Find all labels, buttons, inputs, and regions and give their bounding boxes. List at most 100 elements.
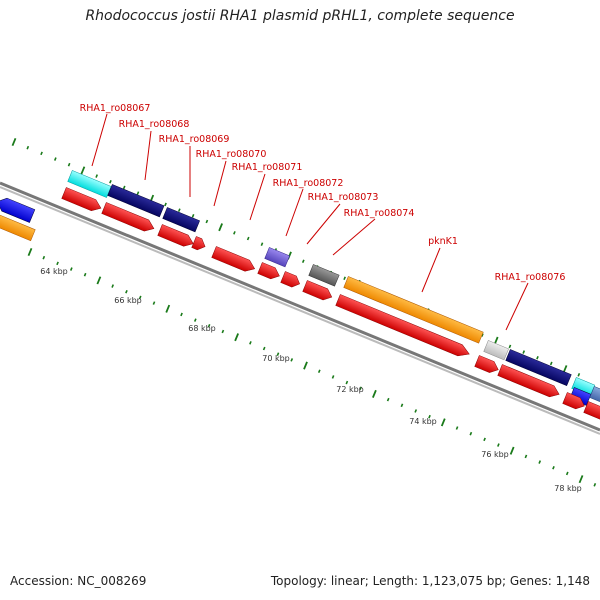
minor-tick xyxy=(67,162,71,167)
gene-orange-left[interactable] xyxy=(0,214,36,242)
gene-label[interactable]: RHA1_ro08071 xyxy=(232,162,303,173)
minor-tick xyxy=(122,185,126,190)
minor-tick xyxy=(180,312,183,317)
minor-tick xyxy=(428,414,431,419)
cds-arrow[interactable] xyxy=(474,355,501,375)
minor-tick xyxy=(483,437,486,442)
gene-label[interactable]: RHA1_ro08072 xyxy=(273,178,344,189)
gene-label[interactable]: RHA1_ro08076 xyxy=(495,272,566,283)
kbp-label: 74 kbp xyxy=(409,417,437,426)
cds-arrow[interactable] xyxy=(157,224,196,249)
minor-tick xyxy=(221,329,225,334)
cds-arrow[interactable] xyxy=(101,202,156,234)
gene-label[interactable]: RHA1_ro08070 xyxy=(196,149,267,160)
gene-labels: RHA1_ro08067 RHA1_ro08068 RHA1_ro08069 R… xyxy=(80,103,566,283)
major-tick xyxy=(96,276,102,285)
minor-tick xyxy=(152,301,156,305)
gene-label[interactable]: RHA1_ro08074 xyxy=(344,208,415,219)
minor-tick xyxy=(565,471,569,476)
minor-tick xyxy=(549,361,553,366)
kbp-labels: 64 kbp 66 kbp 68 kbp 70 kbp 72 kbp 74 kb… xyxy=(40,267,582,493)
gene-label[interactable]: RHA1_ro08068 xyxy=(119,119,190,130)
cds-arrow[interactable] xyxy=(280,271,302,289)
kbp-label: 70 kbp xyxy=(262,354,290,363)
cds-arrow[interactable] xyxy=(257,262,282,281)
gene-blue-left[interactable] xyxy=(0,195,36,223)
cds-arrow[interactable] xyxy=(191,236,208,252)
minor-tick xyxy=(136,191,140,195)
sequence-backbone xyxy=(0,181,600,432)
gene-label[interactable]: pknK1 xyxy=(428,236,458,247)
cds-arrow[interactable] xyxy=(302,280,334,302)
kbp-label: 66 kbp xyxy=(114,296,142,305)
callout-lines xyxy=(91,113,529,331)
cds-arrow[interactable] xyxy=(211,246,257,274)
gene-label[interactable]: RHA1_ro08067 xyxy=(80,103,151,114)
minor-tick xyxy=(290,358,294,362)
sequence-backbone-shadow xyxy=(0,186,600,435)
minor-tick xyxy=(191,214,195,218)
kbp-label: 64 kbp xyxy=(40,267,68,276)
gene-steel-right[interactable] xyxy=(589,386,600,404)
minor-tick xyxy=(207,324,211,328)
minor-tick xyxy=(26,145,30,150)
minor-tick xyxy=(205,219,209,224)
cds-arrow[interactable] xyxy=(562,392,587,411)
gene-ro08073-gray[interactable] xyxy=(308,264,340,287)
minor-tick xyxy=(400,403,404,408)
major-tick xyxy=(578,475,584,484)
major-tick xyxy=(440,418,446,427)
minor-tick xyxy=(111,284,115,288)
minor-tick xyxy=(508,344,512,349)
kbp-label: 68 kbp xyxy=(188,324,216,333)
minor-tick xyxy=(246,236,250,241)
upper-tick-row xyxy=(11,137,581,377)
minor-tick xyxy=(536,355,539,360)
minor-tick xyxy=(359,386,362,391)
minor-tick xyxy=(593,483,597,487)
major-tick xyxy=(372,389,377,398)
minor-tick xyxy=(69,267,73,271)
minor-tick xyxy=(469,431,473,436)
minor-tick xyxy=(301,259,305,264)
gene-label[interactable]: RHA1_ro08069 xyxy=(159,134,230,145)
cds-arrow-pknK1[interactable] xyxy=(335,294,472,359)
minor-tick xyxy=(331,375,335,379)
minor-tick xyxy=(481,333,484,337)
minor-tick xyxy=(524,454,528,459)
gene-ro08069-navy[interactable] xyxy=(162,207,200,233)
gene-label[interactable]: RHA1_ro08073 xyxy=(308,192,379,203)
minor-tick xyxy=(260,242,264,246)
minor-tick xyxy=(455,426,459,430)
gene-track xyxy=(0,170,600,421)
major-tick xyxy=(80,166,86,175)
minor-tick xyxy=(249,341,252,345)
gene-pknK1-orange[interactable] xyxy=(343,276,484,344)
minor-tick xyxy=(317,369,321,374)
minor-tick xyxy=(109,179,112,184)
gene-ro08071-purple[interactable] xyxy=(264,247,290,268)
accession-text: Accession: NC_008269 xyxy=(10,574,147,588)
major-tick xyxy=(165,304,171,313)
minor-tick xyxy=(164,202,167,207)
minor-tick xyxy=(233,231,236,235)
gene-ro08067-cyan[interactable] xyxy=(67,170,112,198)
major-tick xyxy=(218,223,223,232)
major-tick xyxy=(11,137,17,147)
lower-tick-row xyxy=(27,247,597,487)
minor-tick xyxy=(276,352,280,356)
minor-tick xyxy=(386,397,390,402)
cds-arrow[interactable] xyxy=(61,187,104,213)
minor-tick xyxy=(538,460,542,464)
minor-tick xyxy=(42,255,46,260)
cds-arrow[interactable] xyxy=(583,401,600,421)
major-tick xyxy=(509,446,515,455)
minor-tick xyxy=(262,346,266,351)
gene-light-gray[interactable] xyxy=(483,340,509,361)
minor-tick xyxy=(414,409,418,413)
minor-tick xyxy=(40,151,43,156)
cds-arrow[interactable] xyxy=(497,364,562,399)
gene-ro08068-navy[interactable] xyxy=(107,184,165,218)
gene-ro08076-navy[interactable] xyxy=(505,349,572,387)
